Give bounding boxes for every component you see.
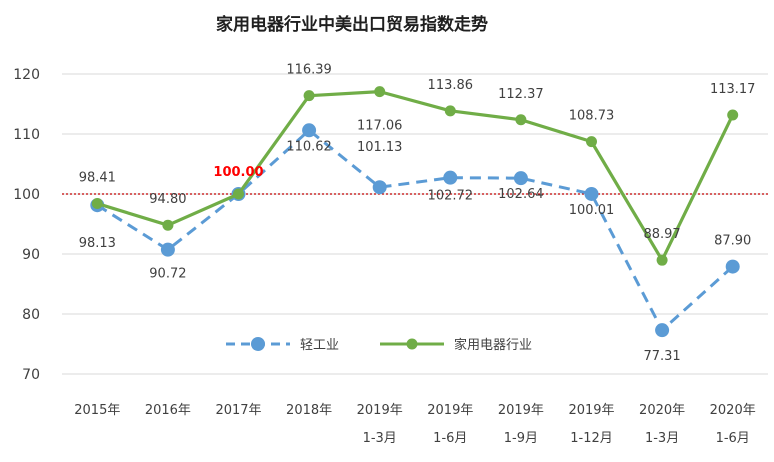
- y-tick-label: 120: [13, 67, 40, 83]
- data-label: 87.90: [714, 234, 751, 249]
- legend-swatch-marker: [251, 337, 265, 351]
- legend-swatch-marker: [406, 338, 418, 350]
- x-tick-label: 2019年: [357, 403, 403, 418]
- series-1-point: [303, 90, 315, 102]
- series-0-point: [302, 123, 317, 138]
- series-0-point: [584, 186, 599, 201]
- series-line-0: [96, 128, 734, 332]
- data-label: 94.80: [149, 192, 186, 207]
- series-0-point: [443, 170, 458, 185]
- data-label: 98.13: [79, 236, 116, 251]
- reference-line-label: 100.00: [213, 165, 263, 180]
- series-0-point: [372, 180, 387, 195]
- legend-item: 家用电器行业: [380, 337, 532, 353]
- series-1-point: [727, 109, 739, 121]
- y-tick-label: 70: [22, 367, 40, 383]
- x-tick-sublabel: 1-3月: [645, 431, 679, 446]
- series-1-point: [91, 198, 103, 210]
- x-tick-sublabel: 1-6月: [716, 431, 750, 446]
- x-tick-sublabel: 1-3月: [363, 431, 397, 446]
- chart-title: 家用电器行业中美出口贸易指数走势: [216, 14, 488, 35]
- data-label: 108.73: [569, 109, 615, 124]
- data-label: 98.41: [79, 171, 116, 186]
- data-label: 113.17: [710, 82, 756, 97]
- series-1-point: [444, 105, 456, 117]
- series-1-point: [515, 114, 527, 126]
- series-0-point: [160, 242, 175, 257]
- data-label: 110.62: [286, 139, 332, 154]
- y-tick-label: 110: [13, 127, 40, 143]
- data-label: 90.72: [149, 267, 186, 282]
- x-tick-label: 2019年: [427, 403, 473, 418]
- data-label: 77.31: [643, 349, 680, 364]
- legend-item: 轻工业: [226, 337, 339, 353]
- legend-label: 家用电器行业: [454, 337, 532, 353]
- data-label: 102.72: [428, 189, 474, 204]
- series-0-point: [655, 323, 670, 338]
- x-tick-label: 2017年: [215, 403, 261, 418]
- x-tick-label: 2018年: [286, 403, 332, 418]
- x-tick-label: 2015年: [74, 403, 120, 418]
- x-axis: 2015年 2016年 2017年 2018年 2019年 1-3月 2019年 1-6月 20…: [74, 403, 755, 446]
- x-tick-label: 2019年: [498, 403, 544, 418]
- series-1-point: [586, 136, 597, 148]
- data-label: 88.97: [643, 227, 680, 242]
- data-label: 101.13: [357, 140, 403, 155]
- series-1-point: [233, 188, 244, 200]
- data-label: 113.86: [428, 78, 474, 93]
- series-1-point: [656, 254, 668, 266]
- data-label: 116.39: [286, 63, 332, 78]
- series-0-point: [513, 171, 528, 186]
- x-tick-label: 2020年: [639, 403, 685, 418]
- data-label: 100.01: [569, 203, 615, 218]
- series-0-point: [725, 259, 740, 274]
- x-tick-sublabel: 1-9月: [504, 431, 538, 446]
- y-tick-label: 80: [22, 307, 40, 323]
- legend-label: 轻工业: [300, 338, 339, 353]
- series-1-point: [162, 219, 174, 231]
- data-label: 112.37: [498, 87, 544, 102]
- x-tick-sublabel: 1-6月: [433, 431, 467, 446]
- series-1-point: [374, 86, 386, 98]
- x-tick-label: 2020年: [710, 403, 756, 418]
- data-label: 117.06: [357, 119, 403, 134]
- x-tick-label: 2019年: [568, 403, 614, 418]
- series-group: [90, 86, 740, 338]
- y-tick-label: 90: [22, 247, 40, 263]
- x-tick-label: 2016年: [145, 403, 191, 418]
- legend: 轻工业 家用电器行业: [226, 337, 532, 353]
- y-tick-label: 100: [13, 187, 40, 203]
- y-axis: 70 80 90 100 110 120: [13, 67, 40, 383]
- data-label: 102.64: [498, 187, 544, 202]
- x-tick-sublabel: 1-12月: [570, 431, 613, 446]
- data-labels: 98.13 90.72 110.62 101.13 102.72 102.64 100.01…: [79, 63, 756, 364]
- series-line-1: [96, 90, 735, 262]
